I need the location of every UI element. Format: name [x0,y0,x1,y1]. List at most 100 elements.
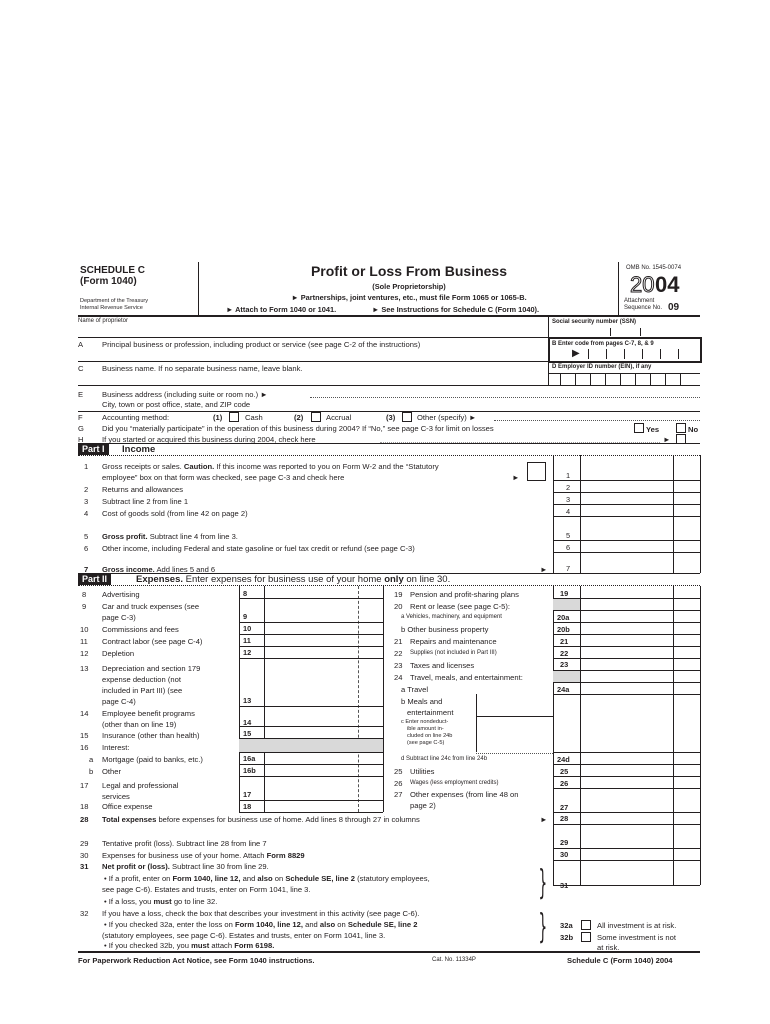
line27-amount-field[interactable] [581,788,699,812]
principal-business-field[interactable] [102,350,542,360]
text: on [274,874,284,883]
line16a-amount-field[interactable] [265,752,383,764]
line7-cents-field[interactable] [674,562,700,573]
business-code-field[interactable] [580,348,696,359]
cash-checkbox[interactable] [229,412,239,422]
part2-title: Expenses. Enter expenses for business us… [136,574,450,585]
rule-line [553,516,700,517]
rule-line [553,788,700,789]
line-number: 1 [84,462,89,471]
box-label: 17 [243,790,252,799]
address-field[interactable] [310,396,700,398]
rule-line [239,812,383,813]
box-label: 23 [560,660,569,669]
line12-amount-field[interactable] [265,646,383,658]
rule-line [553,776,700,777]
line17-text: Legal and professional [102,781,179,790]
box-label: 32a [560,921,573,930]
line1-amount-field[interactable] [581,455,673,480]
line15-text: Insurance (other than health) [102,731,200,740]
line9-amount-field[interactable] [265,598,383,622]
shaded-cell [553,671,580,682]
line31-amount-field[interactable] [581,860,699,885]
line11-amount-field[interactable] [265,634,383,646]
proprietor-name-field[interactable] [78,326,546,335]
line6-cents-field[interactable] [674,540,700,552]
some-not-at-risk-checkbox[interactable] [581,932,591,942]
rule-line [239,646,383,647]
text: Subtract line 30 from line 29. [172,862,269,871]
text: Gross receipts or sales. [102,462,182,471]
line2-amount-field[interactable] [581,480,673,492]
line26-amount-field[interactable] [581,776,699,788]
other-specify-field[interactable] [494,419,700,421]
bold: Schedule SE, line 2 [285,874,355,883]
line28-amount-field[interactable] [581,812,699,824]
line3-cents-field[interactable] [674,492,700,504]
accrual-checkbox[interactable] [311,412,321,422]
line5-cents-field[interactable] [674,528,700,540]
line24-text: Travel, meals, and entertainment: [410,673,523,682]
box-label: 2 [566,483,571,492]
line3-amount-field[interactable] [581,492,673,504]
line20b-amount-field[interactable] [581,622,699,634]
line-number: 20 [394,602,403,611]
line2-cents-field[interactable] [674,480,700,492]
rule-line [553,598,700,599]
line4-cents-field[interactable] [674,504,700,516]
line13-amount-field[interactable] [265,658,383,706]
line24d-amount-field[interactable] [581,752,699,764]
line20a-amount-field[interactable] [581,610,699,622]
line14-amount-field[interactable] [265,706,383,726]
line19-amount-field[interactable] [581,586,699,598]
line-number: b [89,767,94,776]
bold: Form 1040, line 12, [172,874,241,883]
line24b-amount-field[interactable] [477,695,553,716]
line8-amount-field[interactable] [265,586,383,598]
line-number: 15 [80,731,89,740]
bold: only [384,574,404,585]
catalog-number: Cat. No. 11334P [432,957,476,963]
part1-tag: Part I [78,444,109,455]
line22-amount-field[interactable] [581,646,699,658]
ein-cell-divider [650,374,651,385]
line7-amount-field[interactable] [581,562,673,573]
text: before expenses for business use of home… [158,815,420,824]
line6-amount-field[interactable] [581,540,673,552]
line11-text: Contract labor (see page C-4) [102,637,203,646]
statutory-employee-checkbox[interactable] [527,462,546,481]
business-code-box[interactable] [548,337,702,363]
line24c-amount-field[interactable] [477,717,553,752]
line-a-text: Principal business or profession, includ… [102,340,421,349]
other-checkbox[interactable] [402,412,412,422]
line23-amount-field[interactable] [581,658,699,670]
line20-text: Rent or lease (see page C-5): [410,602,511,611]
box-label: 4 [566,507,571,516]
line-number: 28 [80,815,89,824]
line5-amount-field[interactable] [581,528,673,540]
line25-amount-field[interactable] [581,764,699,776]
line24a-amount-field[interactable] [581,682,699,694]
line15-amount-field[interactable] [265,726,383,738]
ssn-field[interactable] [552,327,692,336]
bold: Form 8829 [266,851,305,860]
proprietor-name-input[interactable] [102,326,542,336]
line18-amount-field[interactable] [265,800,383,812]
yes-checkbox[interactable] [634,423,644,433]
proprietor-name-label: Name of proprietor [78,318,129,324]
business-name-field[interactable] [102,374,542,383]
line1-cents-field[interactable] [674,455,700,480]
line4-amount-field[interactable] [581,504,673,516]
text: If this income was reported to you on Fo… [216,462,439,471]
all-at-risk-checkbox[interactable] [581,920,591,930]
line16b-amount-field[interactable] [265,764,383,776]
line30-amount-field[interactable] [581,848,699,860]
line21-amount-field[interactable] [581,634,699,646]
box-label: 9 [243,612,248,621]
no-checkbox[interactable] [676,423,686,433]
line10-amount-field[interactable] [265,622,383,634]
ein-field[interactable] [552,374,698,385]
line17-amount-field[interactable] [265,776,383,800]
line13-text: expense deduction (not [102,675,181,684]
line29-amount-field[interactable] [581,836,699,848]
